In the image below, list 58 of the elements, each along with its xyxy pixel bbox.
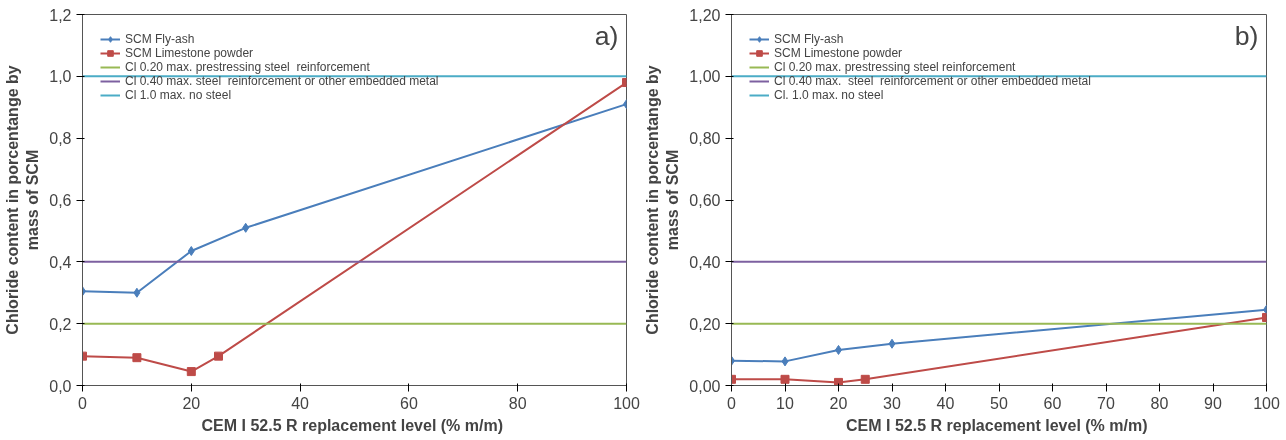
point (132, 353, 142, 363)
x-axis-title: CEM I 52.5 R replacement level (% m/m) (846, 416, 1148, 434)
x-tick-label: 30 (883, 394, 901, 412)
x-tick-label: 0 (727, 394, 737, 412)
x-tick-label: 0 (78, 394, 88, 412)
annotation: a) (594, 20, 619, 51)
point (860, 374, 870, 384)
legend-label: Cl 0.40 max. steel reinforcement or other embedded metal (774, 74, 1091, 88)
x-tick-label: 100 (1253, 394, 1280, 412)
point (214, 351, 223, 361)
legend-label: SCM Fly-ash (774, 32, 844, 46)
point (888, 338, 896, 349)
y-tick-label: 0,4 (49, 253, 72, 271)
y-tick-label: 0,40 (689, 253, 721, 271)
x-tick-label: 90 (1204, 394, 1222, 412)
x-tick-label: 100 (613, 394, 640, 412)
point (834, 377, 843, 386)
x-tick-label: 20 (182, 394, 201, 412)
annotation: b) (1234, 20, 1259, 51)
legend-label: Cl 0.20 max. prestressing steel reinforcement (125, 60, 370, 74)
x-tick-label: 80 (508, 394, 527, 412)
y-axis-title: Chloride content in porcentange by mass of SCM (643, 65, 682, 335)
legend-label: Cl 0.40 max. steel reinforcement or other embedded metal (125, 74, 439, 88)
y-tick-label: 1,00 (689, 68, 721, 86)
x-axis-title: CEM I 52.5 R replacement level (% m/m) (201, 416, 504, 434)
x-tick-label: 60 (1043, 394, 1062, 412)
y-tick-label: 0,0 (49, 377, 72, 395)
x-tick-label: 50 (990, 394, 1008, 412)
x-tick-label: 40 (936, 394, 955, 412)
legend-label: Cl. 1.0 max. no steel (774, 88, 884, 102)
y-tick-label: 0,6 (49, 192, 72, 209)
legend-label: Cl 1.0 max. no steel (125, 88, 232, 102)
y-tick-label: 0,8 (49, 130, 72, 148)
point (781, 356, 789, 367)
y-tick-label: 0,80 (689, 130, 721, 148)
point (133, 287, 141, 298)
y-axis-title: Chloride content in porcentange by mass of SCM (3, 65, 42, 335)
x-tick-label: 80 (1150, 394, 1169, 412)
x-tick-label: 10 (776, 394, 794, 412)
x-tick-label: 40 (291, 394, 310, 412)
y-tick-label: 1,0 (49, 68, 72, 86)
point (242, 222, 250, 233)
x-tick-label: 60 (400, 394, 418, 412)
y-tick-label: 0,60 (689, 192, 721, 209)
point (186, 367, 196, 377)
y-tick-label: 1,20 (689, 6, 721, 24)
y-tick-label: 1,2 (49, 6, 72, 24)
x-tick-label: 20 (829, 394, 848, 412)
x-tick-label: 70 (1097, 394, 1115, 412)
y-tick-label: 0,20 (689, 315, 721, 333)
y-tick-label: 0,2 (49, 315, 72, 333)
point (780, 374, 790, 384)
y-tick-label: 0,00 (689, 377, 721, 395)
legend-label: SCM Limestone powder (774, 46, 903, 60)
legend-label: SCM Limestone powder (125, 46, 254, 60)
point (187, 246, 195, 257)
legend-label: SCM Fly-ash (125, 32, 195, 46)
legend-label: Cl 0.20 max. prestressing steel reinforcement (774, 60, 1016, 74)
